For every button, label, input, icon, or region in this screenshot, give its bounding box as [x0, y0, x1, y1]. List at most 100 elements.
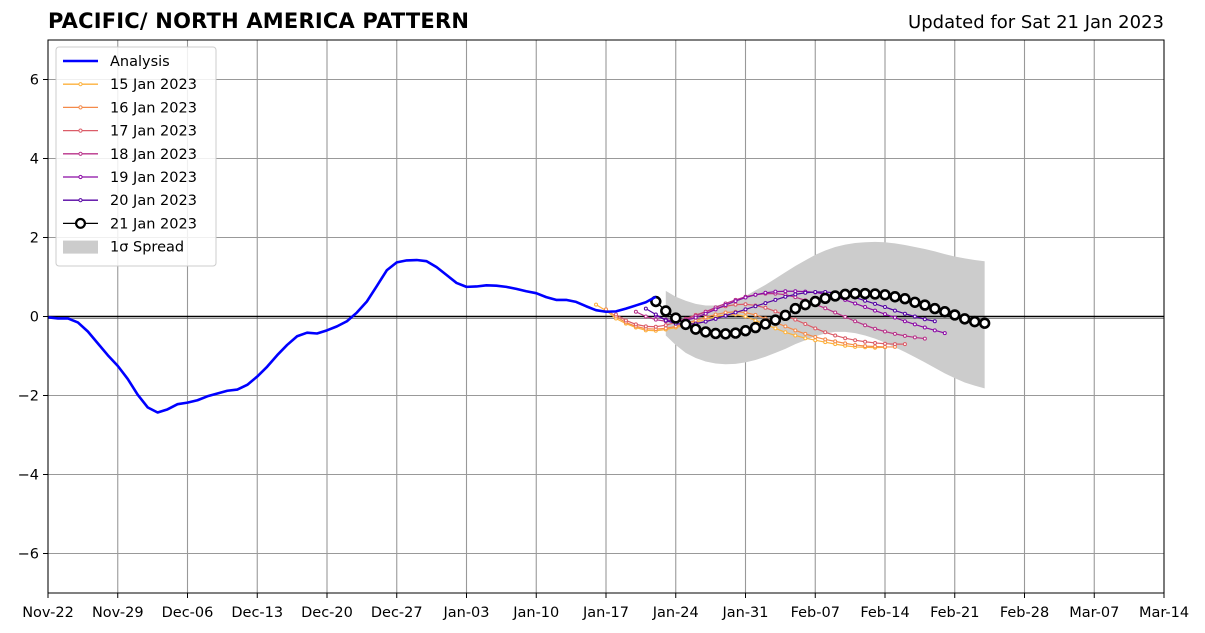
x-tick-label: Feb-07	[791, 605, 840, 621]
forecast-point	[859, 287, 871, 300]
forecast-point	[813, 326, 818, 331]
forecast-point	[733, 310, 738, 315]
forecast-point	[833, 333, 838, 338]
forecast-point	[633, 309, 638, 314]
forecast-point	[773, 309, 778, 314]
forecast-point	[959, 313, 971, 325]
forecast-point	[912, 322, 917, 327]
forecast-point	[703, 319, 708, 324]
x-tick-label: Mar-07	[1069, 605, 1119, 621]
forecast-point	[919, 299, 931, 311]
forecast-point	[833, 310, 838, 315]
forecast-point	[863, 298, 868, 303]
x-tick-label: Feb-21	[930, 605, 979, 621]
forecast-point	[709, 327, 722, 340]
forecast-point	[729, 327, 742, 339]
forecast-point	[613, 312, 618, 317]
legend-marker	[78, 128, 83, 133]
y-tick-label: −4	[18, 468, 39, 484]
forecast-point	[793, 292, 798, 297]
forecast-point	[829, 290, 841, 302]
legend-label: 21 Jan 2023	[110, 216, 197, 232]
legend-marker	[74, 217, 86, 229]
forecast-point	[823, 306, 828, 311]
forecast-point	[759, 318, 772, 330]
forecast-point	[922, 336, 927, 341]
plot-frame	[47, 39, 1165, 594]
forecast-point	[643, 306, 648, 311]
legend-marker	[78, 198, 83, 203]
forecast-point	[733, 299, 738, 304]
forecast-point	[843, 336, 848, 341]
legend-label: 1σ Spread	[110, 240, 184, 256]
forecast-point	[663, 323, 668, 328]
forecast-point	[869, 288, 881, 300]
chart-title: PACIFIC/ NORTH AMERICA PATTERN	[48, 9, 470, 33]
axes: Nov-22 Nov-29 Dec-06 Dec-13 Dec-20 Dec-27 Jan-…	[18, 39, 1189, 621]
forecast-point	[783, 324, 788, 329]
y-tick-label: 6	[30, 73, 39, 89]
legend-marker	[78, 174, 83, 180]
forecast-point	[723, 303, 728, 308]
forecast-point	[653, 312, 658, 317]
forecast-point	[783, 294, 788, 299]
forecast-point	[643, 314, 648, 319]
x-tick-label: Dec-13	[231, 605, 283, 621]
legend-label: 17 Jan 2023	[110, 124, 197, 140]
forecast-point	[839, 288, 851, 301]
forecast-point	[753, 292, 758, 297]
x-tick-label: Nov-22	[22, 605, 74, 621]
forecast-point	[779, 309, 792, 322]
forecast-point	[689, 323, 702, 335]
forecast-point	[743, 307, 748, 312]
forecast-point	[843, 314, 848, 319]
forecast-point	[789, 302, 802, 315]
forecast-point	[793, 333, 798, 338]
forecast-point	[799, 298, 811, 311]
forecast-point	[873, 344, 878, 349]
forecast-point	[643, 324, 648, 329]
forecast-point	[863, 339, 868, 344]
forecast-point	[703, 311, 708, 316]
forecast-point	[663, 326, 668, 331]
forecast-point	[713, 307, 718, 312]
forecast-point	[849, 287, 861, 300]
forecast-point	[879, 289, 891, 301]
forecast-point	[853, 301, 858, 306]
forecast-point	[594, 302, 599, 307]
forecast-point	[902, 333, 907, 338]
x-tick-label: Jan-10	[512, 605, 559, 621]
forecast-point	[883, 341, 887, 346]
forecast-point	[912, 335, 917, 340]
forecast-point	[949, 309, 961, 321]
forecast-point	[813, 335, 818, 340]
forecast-point	[803, 331, 808, 336]
legend-marker	[78, 82, 83, 87]
forecast-point	[653, 324, 658, 329]
forecast-point	[833, 339, 838, 344]
legend: Analysis 15 Jan 2023 16 Jan 2023 17 Jan 202…	[55, 46, 217, 267]
forecast-point	[978, 317, 991, 329]
forecast-point	[892, 331, 897, 336]
forecast-point	[873, 340, 878, 345]
forecast-point	[653, 317, 658, 322]
spread-area	[665, 241, 985, 389]
x-tick-label: Dec-20	[301, 605, 353, 621]
legend-marker	[78, 151, 83, 156]
x-tick-label: Jan-24	[652, 605, 699, 621]
forecast-point	[803, 336, 808, 341]
y-tick-label: 2	[30, 231, 39, 247]
forecast-point	[743, 310, 748, 315]
forecast-point	[939, 306, 951, 318]
forecast-point	[883, 329, 887, 334]
legend-label: 16 Jan 2023	[110, 100, 197, 116]
forecast-point	[909, 296, 921, 308]
forecast-point	[863, 323, 868, 328]
forecast-point	[902, 319, 907, 324]
forecast-point	[749, 321, 762, 334]
forecast-point	[873, 326, 878, 331]
legend-marker	[78, 105, 83, 110]
forecast-point	[769, 314, 782, 326]
x-tick-label: Feb-14	[860, 605, 909, 621]
forecast-point	[753, 304, 758, 309]
